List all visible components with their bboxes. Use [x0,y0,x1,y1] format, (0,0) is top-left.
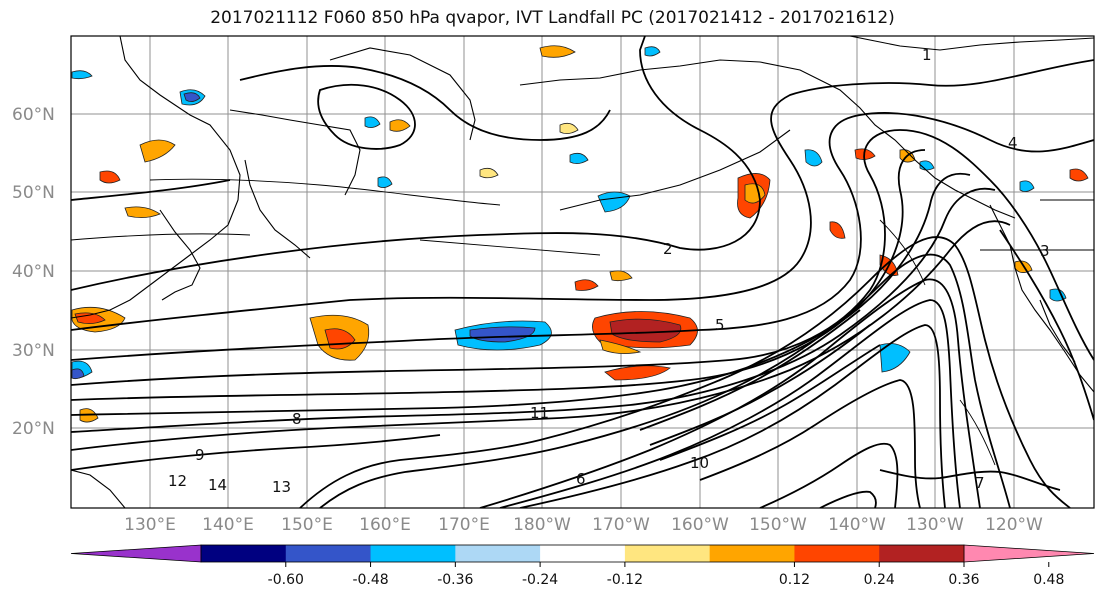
lon-label: 130°W [906,515,964,535]
contour-label: 1 [922,46,932,64]
lon-label: 120°W [985,515,1043,535]
thin-contours [71,178,996,466]
contour-label: 9 [195,446,205,464]
contour-labels: 1 2 4 5 8 9 10 12 13 14 11 6 7 3 [168,46,1050,496]
colorbar-tick-label: -0.12 [607,572,643,588]
contour-label: 11 [530,404,549,422]
contour-label: 5 [715,316,725,334]
contour-label: 8 [292,410,302,428]
contour-label: 10 [690,454,709,472]
colorbar-segment [201,545,287,562]
colorbar-extend-high [963,544,1095,563]
contour-label: 13 [272,478,291,496]
lat-label: 60°N [12,105,55,125]
colorbar-tick-label: 0.12 [779,572,810,588]
lon-label: 160°E [359,515,411,535]
colorbar-tick-label: 0.24 [864,572,895,588]
ivt-contours [71,36,1094,508]
plot-frame [70,35,1095,509]
colorbar-outline [200,544,965,563]
colorbar-tick-label: 0.36 [948,572,979,588]
lon-label: 180°W [513,515,571,535]
lat-label: 40°N [12,262,55,282]
colorbar-segment [455,545,541,562]
contour-label: 7 [975,474,985,492]
map-title: 2017021112 F060 850 hPa qvapor, IVT Land… [210,8,895,28]
contour-label: 12 [168,472,187,490]
lon-label: 150°E [281,515,333,535]
lon-label: 160°W [671,515,729,535]
colorbar-segment [709,545,795,562]
colorbar-segment [879,545,965,562]
colorbar-segment [370,545,456,562]
colorbar-tick-label: -0.24 [522,572,558,588]
contour-label: 14 [208,476,227,494]
contour-label: 6 [576,470,586,488]
coastlines [71,36,1094,508]
lon-label: 150°W [749,515,807,535]
colorbar-extend-low [70,544,202,563]
colorbar-segment [624,545,711,562]
colorbar-segment [285,545,372,562]
lon-label: 140°W [828,515,886,535]
lon-label: 130°E [124,515,176,535]
colorbar-segment [794,545,880,562]
colorbar: -0.60 -0.48 -0.36 -0.24 -0.12 0.12 0.24 0.36 0.4… [70,544,1095,588]
colorbar-tick-label: 0.48 [1033,572,1064,588]
colorbar-segment [540,545,626,562]
longitude-labels: 130°E 140°E 150°E 160°E 170°E 180°W 170°… [124,515,1043,535]
contour-label: 4 [1008,134,1018,152]
colorbar-tick-label: -0.36 [437,572,473,588]
lat-label: 20°N [12,419,55,439]
lon-label: 170°W [592,515,650,535]
shaded-anomaly-patches [71,45,1089,423]
lon-label: 170°E [438,515,490,535]
colorbar-tick-label: -0.60 [268,572,304,588]
contour-label: 2 [663,240,673,258]
lon-label: 140°E [202,515,254,535]
colorbar-tick-label: -0.48 [352,572,388,588]
contour-label: 3 [1040,242,1050,260]
lat-label: 50°N [12,183,55,203]
latitude-labels: 60°N 50°N 40°N 30°N 20°N [12,105,55,439]
lat-label: 30°N [12,341,55,361]
